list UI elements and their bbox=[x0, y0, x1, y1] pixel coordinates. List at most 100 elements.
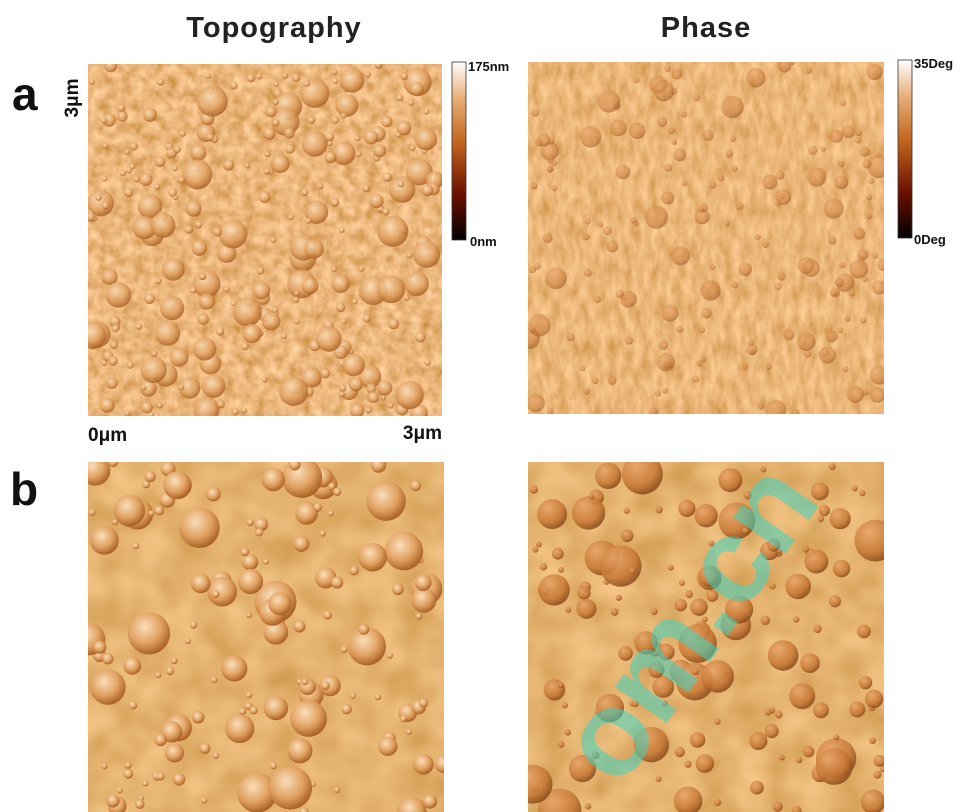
grain bbox=[598, 222, 604, 228]
afm-image bbox=[79, 59, 443, 422]
colorbar bbox=[898, 60, 912, 238]
grain bbox=[165, 743, 184, 762]
grain bbox=[341, 319, 347, 325]
grain bbox=[762, 241, 769, 248]
grain bbox=[789, 59, 795, 65]
grain bbox=[779, 755, 785, 761]
grain bbox=[273, 99, 279, 105]
grain bbox=[368, 392, 379, 403]
grain bbox=[304, 239, 324, 259]
grain bbox=[172, 165, 178, 171]
grain bbox=[409, 145, 415, 151]
grain bbox=[383, 173, 392, 182]
grain bbox=[382, 208, 390, 216]
grain bbox=[335, 94, 358, 117]
grain bbox=[849, 702, 865, 718]
colorbar-label: 175nm bbox=[468, 59, 509, 74]
grain bbox=[294, 318, 300, 324]
grain bbox=[287, 738, 312, 763]
grain bbox=[101, 117, 108, 124]
grain bbox=[825, 330, 837, 342]
grain bbox=[742, 364, 748, 370]
grain bbox=[332, 141, 355, 164]
grain bbox=[124, 410, 131, 417]
grain bbox=[388, 402, 394, 408]
grain bbox=[567, 333, 575, 341]
grain bbox=[789, 683, 815, 709]
grain bbox=[331, 275, 349, 293]
grain bbox=[102, 143, 108, 149]
grain bbox=[388, 318, 399, 329]
grain bbox=[100, 398, 115, 413]
grain bbox=[352, 299, 358, 305]
grain bbox=[174, 146, 181, 153]
grain bbox=[595, 463, 621, 489]
grain bbox=[845, 316, 851, 322]
grain bbox=[178, 176, 185, 183]
grain bbox=[140, 357, 166, 383]
grain bbox=[583, 388, 590, 395]
grain bbox=[699, 327, 705, 333]
grain bbox=[193, 337, 216, 360]
grain bbox=[400, 715, 407, 722]
grain bbox=[547, 167, 553, 173]
grain bbox=[154, 505, 164, 515]
grain bbox=[371, 457, 386, 472]
grain bbox=[531, 109, 539, 117]
grain bbox=[865, 690, 883, 708]
grain bbox=[308, 116, 316, 124]
grain bbox=[415, 128, 437, 150]
grain bbox=[772, 802, 782, 812]
grain bbox=[179, 507, 220, 548]
grain bbox=[293, 620, 305, 632]
grain bbox=[529, 326, 536, 333]
grain bbox=[603, 226, 612, 235]
grain bbox=[777, 272, 785, 280]
grain bbox=[195, 221, 203, 229]
grain bbox=[256, 74, 262, 80]
grain bbox=[241, 407, 247, 413]
grain bbox=[730, 136, 736, 142]
grain bbox=[289, 459, 301, 471]
grain bbox=[396, 94, 403, 101]
grain bbox=[423, 109, 429, 115]
grain bbox=[859, 676, 872, 689]
grain bbox=[178, 384, 184, 390]
grain bbox=[358, 624, 369, 635]
grain bbox=[808, 146, 817, 155]
grain bbox=[193, 270, 221, 298]
grain bbox=[171, 657, 178, 664]
grain bbox=[404, 271, 429, 296]
grain bbox=[306, 218, 312, 224]
grain bbox=[855, 520, 897, 562]
grain bbox=[633, 77, 640, 84]
grain bbox=[625, 337, 633, 345]
panel-label: b bbox=[10, 463, 38, 515]
grain bbox=[144, 293, 155, 304]
colorbar-label: 35Deg bbox=[914, 56, 953, 71]
grain bbox=[775, 171, 784, 180]
grain bbox=[199, 743, 210, 754]
grain bbox=[410, 82, 424, 96]
grain bbox=[696, 360, 702, 366]
grain bbox=[350, 403, 365, 418]
grain bbox=[265, 106, 276, 117]
grain bbox=[272, 119, 280, 127]
grain bbox=[212, 227, 222, 237]
grain bbox=[873, 770, 881, 778]
grain bbox=[735, 202, 743, 210]
grain bbox=[837, 327, 843, 333]
grain bbox=[406, 252, 412, 258]
grain bbox=[106, 282, 132, 308]
grain bbox=[223, 159, 234, 170]
grain bbox=[537, 499, 567, 529]
grain bbox=[607, 241, 619, 253]
grain bbox=[860, 317, 867, 324]
grain bbox=[282, 458, 322, 498]
grain bbox=[313, 503, 322, 512]
grain bbox=[661, 192, 674, 205]
grain bbox=[104, 59, 117, 72]
grain bbox=[200, 274, 206, 280]
grain bbox=[365, 71, 372, 78]
grain bbox=[765, 709, 772, 716]
